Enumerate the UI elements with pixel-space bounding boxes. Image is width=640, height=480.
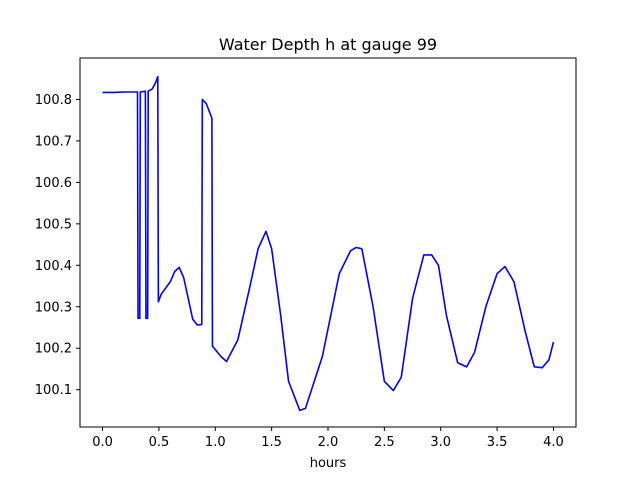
plot-area bbox=[102, 75, 555, 412]
y-tick-label: 100.8 bbox=[35, 93, 72, 108]
x-tick-label: 0.5 bbox=[149, 435, 170, 450]
x-tick-label: 3.5 bbox=[487, 435, 508, 450]
x-tick-label: 0.0 bbox=[92, 435, 113, 450]
x-axis-label: hours bbox=[310, 456, 347, 471]
y-axis: 100.1 100.2 100.3 100.4 100.5 100.6 100.7 100.8 bbox=[35, 93, 80, 398]
y-tick-label: 100.5 bbox=[35, 217, 72, 232]
x-tick-label: 1.5 bbox=[261, 435, 282, 450]
y-tick-label: 100.7 bbox=[35, 134, 72, 149]
series-line-0 bbox=[102, 75, 555, 412]
y-tick-label: 100.2 bbox=[35, 342, 72, 357]
chart-title: Water Depth h at gauge 99 bbox=[219, 35, 437, 54]
x-tick-label: 1.0 bbox=[205, 435, 226, 450]
x-tick-label: 3.0 bbox=[430, 435, 451, 450]
x-axis: 0.0 0.5 1.0 1.5 2.0 2.5 3.0 3.5 4.0 bbox=[92, 427, 564, 450]
y-tick-label: 100.4 bbox=[35, 259, 72, 274]
x-tick-label: 4.0 bbox=[543, 435, 564, 450]
y-tick-label: 100.1 bbox=[35, 383, 72, 398]
x-tick-label: 2.0 bbox=[318, 435, 339, 450]
y-tick-label: 100.6 bbox=[35, 176, 72, 191]
y-tick-label: 100.3 bbox=[35, 300, 72, 315]
x-tick-label: 2.5 bbox=[374, 435, 395, 450]
